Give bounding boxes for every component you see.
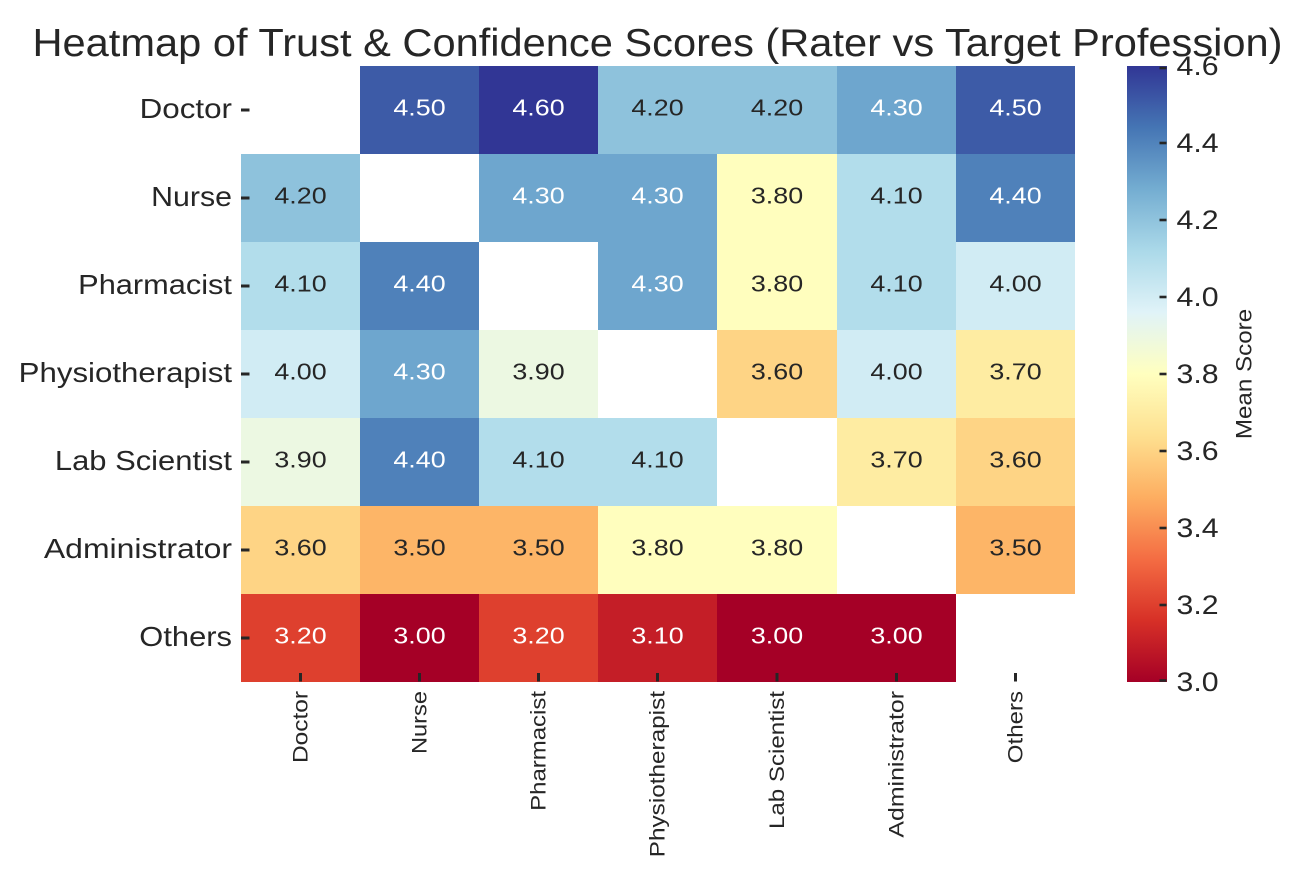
svg-text:Doctor: Doctor bbox=[289, 691, 313, 763]
svg-text:3.6: 3.6 bbox=[1177, 436, 1219, 466]
svg-text:4.10: 4.10 bbox=[631, 447, 683, 473]
svg-text:4.10: 4.10 bbox=[870, 271, 922, 297]
svg-text:3.8: 3.8 bbox=[1177, 359, 1219, 389]
svg-text:3.20: 3.20 bbox=[274, 623, 326, 649]
svg-text:4.50: 4.50 bbox=[989, 95, 1041, 121]
svg-text:4.10: 4.10 bbox=[870, 183, 922, 209]
svg-text:4.00: 4.00 bbox=[989, 271, 1041, 297]
svg-text:4.40: 4.40 bbox=[989, 183, 1041, 209]
svg-text:4.00: 4.00 bbox=[274, 359, 326, 385]
svg-text:Others: Others bbox=[1004, 691, 1028, 763]
svg-text:4.0: 4.0 bbox=[1177, 282, 1219, 312]
svg-text:4.30: 4.30 bbox=[870, 95, 922, 121]
svg-text:4.30: 4.30 bbox=[631, 183, 683, 209]
svg-text:Administrator: Administrator bbox=[885, 691, 909, 838]
svg-text:3.50: 3.50 bbox=[989, 535, 1041, 561]
svg-text:4.40: 4.40 bbox=[393, 447, 445, 473]
svg-text:4.10: 4.10 bbox=[274, 271, 326, 297]
svg-text:4.20: 4.20 bbox=[274, 183, 326, 209]
svg-text:Nurse: Nurse bbox=[151, 181, 232, 212]
svg-text:Lab Scientist: Lab Scientist bbox=[55, 445, 232, 476]
svg-text:3.80: 3.80 bbox=[631, 535, 683, 561]
svg-text:3.20: 3.20 bbox=[512, 623, 564, 649]
svg-text:Pharmacist: Pharmacist bbox=[527, 691, 551, 811]
svg-text:Pharmacist: Pharmacist bbox=[78, 269, 232, 300]
svg-text:4.00: 4.00 bbox=[870, 359, 922, 385]
svg-text:3.80: 3.80 bbox=[751, 271, 803, 297]
svg-text:Lab Scientist: Lab Scientist bbox=[765, 691, 789, 829]
svg-text:Physiotherapist: Physiotherapist bbox=[19, 357, 233, 388]
svg-text:3.90: 3.90 bbox=[512, 359, 564, 385]
svg-text:3.70: 3.70 bbox=[989, 359, 1041, 385]
svg-text:4.20: 4.20 bbox=[631, 95, 683, 121]
svg-text:Mean Score: Mean Score bbox=[1232, 309, 1257, 439]
svg-text:3.60: 3.60 bbox=[989, 447, 1041, 473]
svg-text:4.4: 4.4 bbox=[1177, 128, 1219, 158]
svg-text:3.00: 3.00 bbox=[393, 623, 445, 649]
svg-text:3.60: 3.60 bbox=[274, 535, 326, 561]
svg-text:4.40: 4.40 bbox=[393, 271, 445, 297]
svg-text:3.0: 3.0 bbox=[1177, 667, 1219, 697]
svg-text:4.30: 4.30 bbox=[631, 271, 683, 297]
svg-text:3.80: 3.80 bbox=[751, 535, 803, 561]
svg-text:4.20: 4.20 bbox=[751, 95, 803, 121]
svg-text:4.50: 4.50 bbox=[393, 95, 445, 121]
svg-text:3.00: 3.00 bbox=[751, 623, 803, 649]
svg-text:Administrator: Administrator bbox=[44, 533, 232, 564]
svg-text:3.50: 3.50 bbox=[393, 535, 445, 561]
svg-text:3.10: 3.10 bbox=[631, 623, 683, 649]
svg-text:4.30: 4.30 bbox=[512, 183, 564, 209]
svg-text:3.90: 3.90 bbox=[274, 447, 326, 473]
svg-text:3.4: 3.4 bbox=[1177, 513, 1219, 543]
svg-text:3.70: 3.70 bbox=[870, 447, 922, 473]
svg-text:4.10: 4.10 bbox=[512, 447, 564, 473]
svg-text:4.60: 4.60 bbox=[512, 95, 564, 121]
svg-text:3.60: 3.60 bbox=[751, 359, 803, 385]
svg-text:3.80: 3.80 bbox=[751, 183, 803, 209]
svg-text:Others: Others bbox=[139, 621, 232, 652]
svg-text:4.6: 4.6 bbox=[1177, 51, 1219, 81]
svg-text:3.50: 3.50 bbox=[512, 535, 564, 561]
svg-text:Nurse: Nurse bbox=[408, 691, 432, 754]
svg-text:Heatmap of Trust & Confidence: Heatmap of Trust & Confidence Scores (Ra… bbox=[33, 22, 1283, 65]
svg-text:Doctor: Doctor bbox=[140, 93, 232, 124]
svg-text:3.2: 3.2 bbox=[1177, 590, 1219, 620]
svg-text:3.00: 3.00 bbox=[870, 623, 922, 649]
svg-text:4.30: 4.30 bbox=[393, 359, 445, 385]
svg-text:4.2: 4.2 bbox=[1177, 205, 1219, 235]
svg-text:Physiotherapist: Physiotherapist bbox=[646, 691, 670, 857]
